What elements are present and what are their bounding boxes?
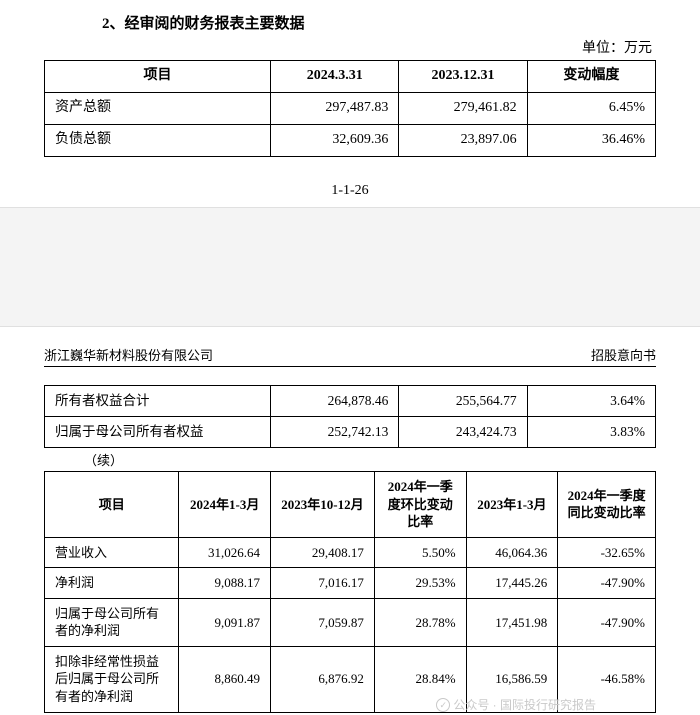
cell: 6.45% — [527, 92, 655, 124]
cell: 279,461.82 — [399, 92, 527, 124]
cell: 29,408.17 — [271, 537, 375, 568]
cell: 8,860.49 — [179, 646, 271, 712]
section-title: 2、经审阅的财务报表主要数据 — [102, 12, 656, 33]
col-header: 项目 — [45, 61, 271, 93]
col-header: 2024年一季度环比变动比率 — [374, 472, 466, 538]
cell: 29.53% — [374, 568, 466, 599]
cell: 3.83% — [527, 416, 655, 447]
cell: 7,016.17 — [271, 568, 375, 599]
cell: 36.46% — [527, 124, 655, 156]
cell: 243,424.73 — [399, 416, 527, 447]
col-header: 2023.12.31 — [399, 61, 527, 93]
page-gap — [0, 207, 700, 327]
table-row: 归属于母公司所有者权益 252,742.13 243,424.73 3.83% — [45, 416, 656, 447]
page-header: 浙江巍华新材料股份有限公司 招股意向书 — [44, 345, 656, 367]
row-label: 净利润 — [45, 568, 179, 599]
table-row: 所有者权益合计 264,878.46 255,564.77 3.64% — [45, 385, 656, 416]
col-header: 2023年10-12月 — [271, 472, 375, 538]
row-label: 扣除非经常性损益后归属于母公司所有者的净利润 — [45, 646, 179, 712]
cell: 46,064.36 — [466, 537, 558, 568]
income-table: 项目 2024年1-3月 2023年10-12月 2024年一季度环比变动比率 … — [44, 471, 656, 712]
row-label: 负债总额 — [45, 124, 271, 156]
row-label: 归属于母公司所有者权益 — [45, 416, 271, 447]
cell: 252,742.13 — [271, 416, 399, 447]
cell: 28.78% — [374, 598, 466, 646]
company-name: 浙江巍华新材料股份有限公司 — [44, 345, 213, 364]
doc-title: 招股意向书 — [591, 345, 656, 364]
col-header: 变动幅度 — [527, 61, 655, 93]
cell: -47.90% — [558, 598, 656, 646]
cell: 264,878.46 — [271, 385, 399, 416]
table-row: 净利润 9,088.17 7,016.17 29.53% 17,445.26 -… — [45, 568, 656, 599]
unit-label: 单位：万元 — [44, 37, 652, 57]
cell: 6,876.92 — [271, 646, 375, 712]
cell: 17,451.98 — [466, 598, 558, 646]
cell: 31,026.64 — [179, 537, 271, 568]
top-page: 2、经审阅的财务报表主要数据 单位：万元 项目 2024.3.31 2023.1… — [0, 0, 700, 207]
col-header: 2024.3.31 — [271, 61, 399, 93]
col-header: 项目 — [45, 472, 179, 538]
table-row: 营业收入 31,026.64 29,408.17 5.50% 46,064.36… — [45, 537, 656, 568]
cell: 9,088.17 — [179, 568, 271, 599]
row-label: 所有者权益合计 — [45, 385, 271, 416]
balance-table: 项目 2024.3.31 2023.12.31 变动幅度 资产总额 297,48… — [44, 60, 656, 157]
cell: 23,897.06 — [399, 124, 527, 156]
col-header: 2024年一季度同比变动比率 — [558, 472, 656, 538]
table-row: 负债总额 32,609.36 23,897.06 36.46% — [45, 124, 656, 156]
row-label: 营业收入 — [45, 537, 179, 568]
cell: -47.90% — [558, 568, 656, 599]
table-header-row: 项目 2024年1-3月 2023年10-12月 2024年一季度环比变动比率 … — [45, 472, 656, 538]
continued-label: （续） — [84, 450, 656, 469]
col-header: 2024年1-3月 — [179, 472, 271, 538]
table-header-row: 项目 2024.3.31 2023.12.31 变动幅度 — [45, 61, 656, 93]
table-row: 资产总额 297,487.83 279,461.82 6.45% — [45, 92, 656, 124]
bottom-page: 浙江巍华新材料股份有限公司 招股意向书 所有者权益合计 264,878.46 2… — [0, 327, 700, 715]
cell: 5.50% — [374, 537, 466, 568]
cell: -32.65% — [558, 537, 656, 568]
cell: 32,609.36 — [271, 124, 399, 156]
cell: 17,445.26 — [466, 568, 558, 599]
page-number: 1-1-26 — [44, 183, 656, 199]
cell: 255,564.77 — [399, 385, 527, 416]
col-header: 2023年1-3月 — [466, 472, 558, 538]
watermark-text: 公众号 · 国际投行研究报告 — [453, 698, 596, 712]
wechat-icon: ✓ — [436, 698, 450, 712]
cell: 297,487.83 — [271, 92, 399, 124]
equity-table: 所有者权益合计 264,878.46 255,564.77 3.64% 归属于母… — [44, 385, 656, 448]
row-label: 归属于母公司所有者的净利润 — [45, 598, 179, 646]
cell: 3.64% — [527, 385, 655, 416]
watermark: ✓公众号 · 国际投行研究报告 — [436, 696, 596, 713]
row-label: 资产总额 — [45, 92, 271, 124]
cell: 9,091.87 — [179, 598, 271, 646]
cell: 7,059.87 — [271, 598, 375, 646]
table-row: 归属于母公司所有者的净利润 9,091.87 7,059.87 28.78% 1… — [45, 598, 656, 646]
